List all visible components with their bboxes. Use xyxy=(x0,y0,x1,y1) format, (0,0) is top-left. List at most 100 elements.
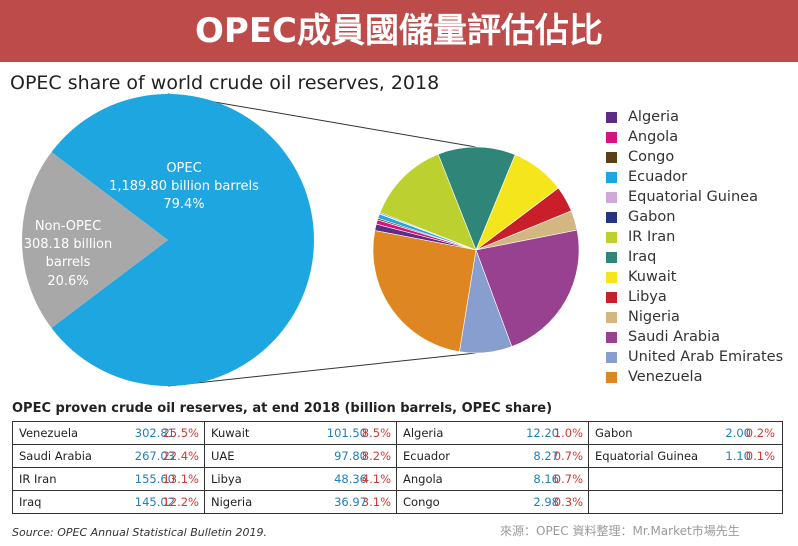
reserve-share: 0.3% xyxy=(553,495,583,509)
slice-non-opec xyxy=(22,152,168,328)
country-name: Kuwait xyxy=(211,426,250,440)
legend-label: Gabon xyxy=(628,209,676,225)
source-note: Source: OPEC Annual Statistical Bulletin… xyxy=(12,526,267,539)
legend-swatch xyxy=(606,132,617,143)
table-cell: Iraq 145.02 12.2% xyxy=(12,490,205,514)
banner-title: OPEC成員國儲量評估佔比 xyxy=(195,11,603,51)
reserve-value: 2.98 xyxy=(533,495,559,509)
legend-label: Kuwait xyxy=(628,269,677,285)
legend-label: Algeria xyxy=(628,109,679,125)
country-name: Iraq xyxy=(19,495,42,509)
connector-line-top xyxy=(167,93,477,148)
legend-swatch xyxy=(606,152,617,163)
table-cell xyxy=(588,490,783,514)
label-opec-name: OPEC xyxy=(166,161,201,176)
reserves-table: Venezuela 302.81 25.5% Kuwait 101.50 8.5% Alge… xyxy=(12,421,783,514)
table-cell: Gabon 2.00 0.2% xyxy=(588,421,783,445)
legend-swatch xyxy=(606,272,617,283)
reserve-share: 12.2% xyxy=(162,495,199,509)
title-banner: OPEC成員國儲量評估佔比 xyxy=(0,0,798,62)
legend-label: Libya xyxy=(628,289,667,305)
legend-label: Ecuador xyxy=(628,169,688,185)
reserve-value: 48.36 xyxy=(334,472,367,486)
legend-swatch xyxy=(606,292,617,303)
table-row: Iraq 145.02 12.2% Nigeria 36.97 3.1% Congo 2.98… xyxy=(12,490,783,514)
reserve-share: 13.1% xyxy=(162,472,199,486)
reserve-share: 0.1% xyxy=(745,449,775,463)
legend-swatch xyxy=(606,232,617,243)
legend-swatch xyxy=(606,192,617,203)
connector-line-bottom xyxy=(167,352,477,387)
legend-swatch xyxy=(606,112,617,123)
table-cell: Equatorial Guinea 1.10 0.1% xyxy=(588,444,783,468)
legend-label: Iraq xyxy=(628,249,657,265)
reserve-share: 0.7% xyxy=(553,472,583,486)
country-name: Nigeria xyxy=(211,495,253,509)
legend-label: Venezuela xyxy=(628,369,703,385)
reserve-share: 0.2% xyxy=(745,426,775,440)
table-cell: Libya 48.36 4.1% xyxy=(204,467,397,491)
reserve-share: 8.5% xyxy=(361,426,391,440)
table-cell xyxy=(588,467,783,491)
country-name: Gabon xyxy=(595,426,633,440)
reserve-value: 8.16 xyxy=(533,472,559,486)
table-title: OPEC proven crude oil reserves, at end 2… xyxy=(12,401,553,416)
reserve-value: 2.00 xyxy=(725,426,751,440)
country-name: Venezuela xyxy=(19,426,79,440)
reserve-value: 155.60 xyxy=(134,472,175,486)
legend-label: Congo xyxy=(628,149,675,165)
legend-label: IR Iran xyxy=(628,229,676,245)
label-non-opec-name: Non-OPEC xyxy=(35,219,101,234)
slice-iraq xyxy=(437,146,516,251)
country-name: IR Iran xyxy=(19,472,57,486)
reserve-share: 8.2% xyxy=(361,449,391,463)
label-non-opec-percent: 20.6% xyxy=(47,274,88,289)
legend-swatch xyxy=(606,172,617,183)
reserve-value: 302.81 xyxy=(134,426,175,440)
reserve-value: 1.10 xyxy=(725,449,751,463)
table-cell: Venezuela 302.81 25.5% xyxy=(12,421,205,445)
reserve-value: 8.27 xyxy=(533,449,559,463)
reserve-share: 0.7% xyxy=(553,449,583,463)
slice-opec xyxy=(51,94,315,387)
legend-label: Angola xyxy=(628,129,679,145)
reserve-value: 267.03 xyxy=(134,449,175,463)
country-name: Saudi Arabia xyxy=(19,449,92,463)
legend-label: Nigeria xyxy=(628,309,680,325)
label-non-opec-value: 308.18 billion xyxy=(24,237,113,252)
reserve-value: 97.80 xyxy=(334,449,367,463)
legend-label: Saudi Arabia xyxy=(628,329,721,345)
slice-saudi-arabia xyxy=(475,229,580,347)
label-opec-value: 1,189.80 billion barrels xyxy=(109,179,259,194)
legend-swatch xyxy=(606,252,617,263)
table-cell: Nigeria 36.97 3.1% xyxy=(204,490,397,514)
table-cell: Algeria 12.20 1.0% xyxy=(396,421,589,445)
legend-swatch xyxy=(606,212,617,223)
label-non-opec-unit: barrels xyxy=(46,255,91,270)
reserve-value: 36.97 xyxy=(334,495,367,509)
country-name: Algeria xyxy=(403,426,444,440)
country-name: Libya xyxy=(211,472,242,486)
reserve-share: 1.0% xyxy=(553,426,583,440)
country-name: UAE xyxy=(211,449,235,463)
table-cell: Kuwait 101.50 8.5% xyxy=(204,421,397,445)
reserve-value: 145.02 xyxy=(134,495,175,509)
legend-swatch xyxy=(606,352,617,363)
reserve-share: 25.5% xyxy=(162,426,199,440)
pie-chart-area: OPEC 1,189.80 billion barrels 79.4% Non-OPE… xyxy=(22,93,580,387)
table-cell: Ecuador 8.27 0.7% xyxy=(396,444,589,468)
legend-swatch xyxy=(606,312,617,323)
slice-ir-iran xyxy=(379,153,477,251)
legend-swatch xyxy=(606,372,617,383)
country-name: Congo xyxy=(403,495,440,509)
chart-title: OPEC share of world crude oil reserves, … xyxy=(10,72,440,94)
country-name: Ecuador xyxy=(403,449,450,463)
table-cell: Saudi Arabia 267.03 22.4% xyxy=(12,444,205,468)
reserve-share: 4.1% xyxy=(361,472,391,486)
credit-note: 來源：OPEC 資料整理：Mr.Market市場先生 xyxy=(500,524,740,538)
table-row: Venezuela 302.81 25.5% Kuwait 101.50 8.5% Alge… xyxy=(12,421,783,445)
reserve-value: 12.20 xyxy=(526,426,559,440)
table-row: IR Iran 155.60 13.1% Libya 48.36 4.1% Angola 8.… xyxy=(12,467,783,491)
reserve-share: 3.1% xyxy=(361,495,391,509)
reserve-share: 22.4% xyxy=(162,449,199,463)
